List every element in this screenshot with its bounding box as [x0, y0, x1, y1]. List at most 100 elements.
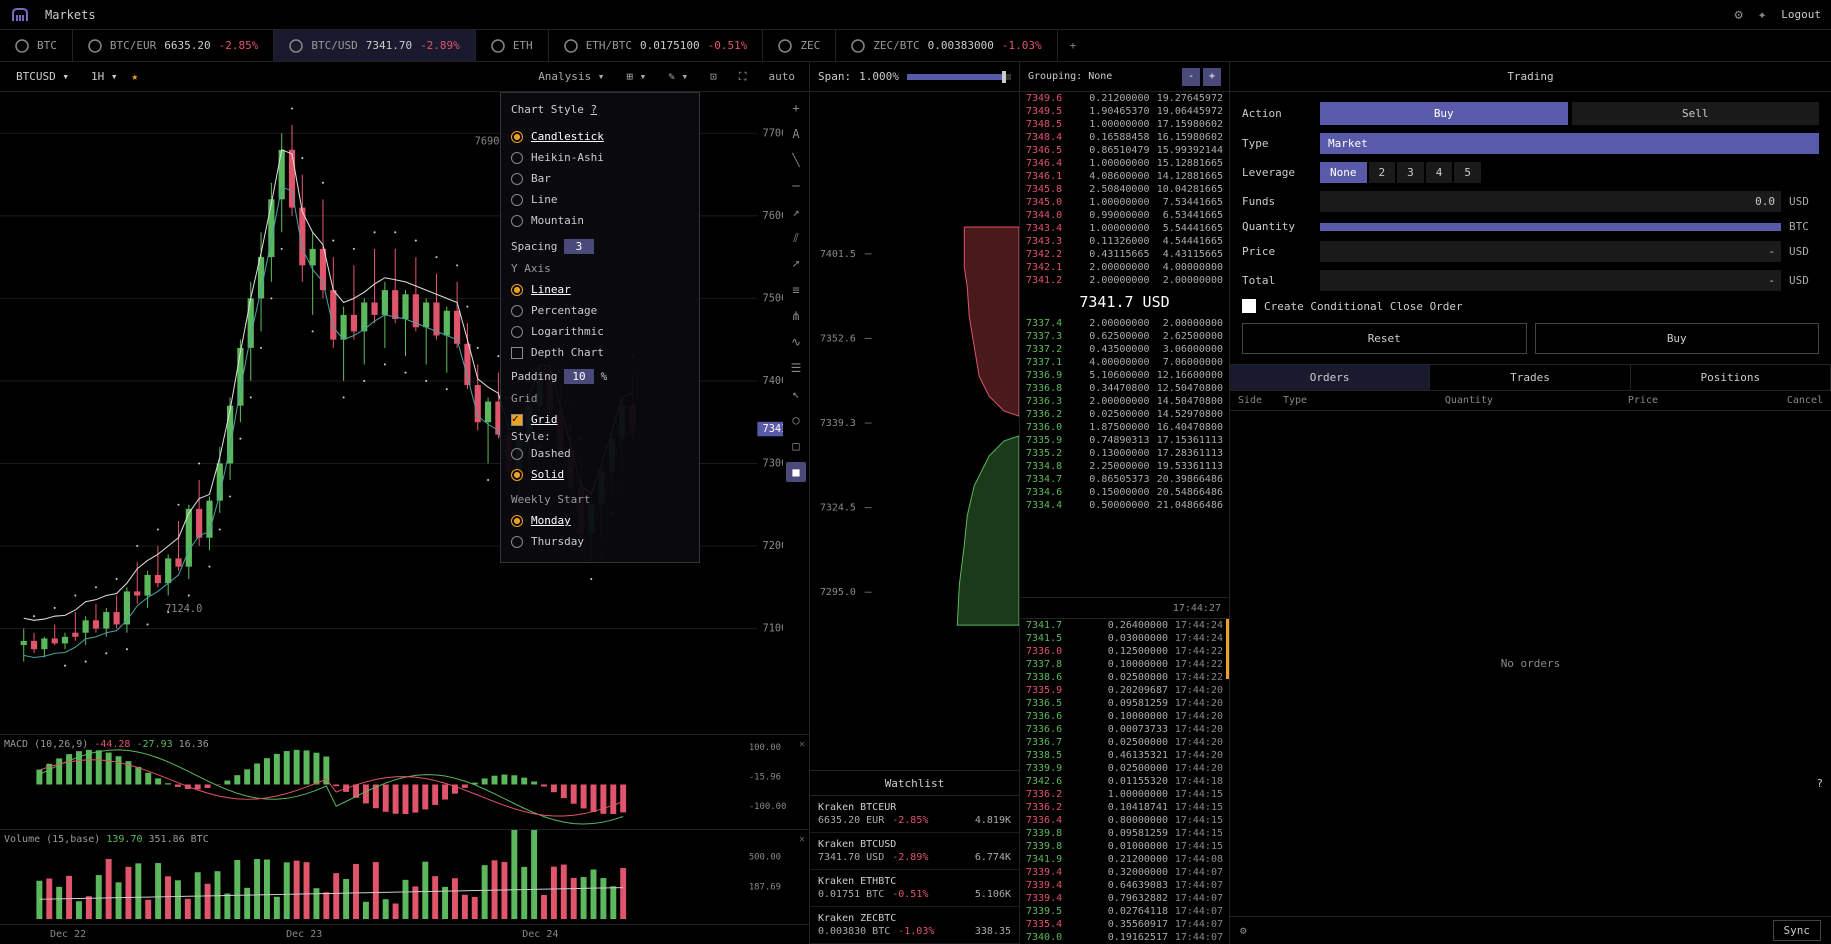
grouping-plus-button[interactable]: +: [1203, 68, 1221, 86]
chart-style-option[interactable]: Mountain: [511, 210, 689, 231]
bid-row[interactable]: 7336.01.8750000016.40470800: [1020, 421, 1229, 434]
bid-row[interactable]: 7335.20.1300000017.28361113: [1020, 447, 1229, 460]
watchlist-item[interactable]: Kraken BTCEUR6635.20 EUR-2.85%4.819K: [810, 796, 1019, 833]
orders-tab[interactable]: Trades: [1430, 365, 1630, 390]
timeframe-selector[interactable]: 1H ▾: [85, 68, 124, 85]
orders-tab[interactable]: Positions: [1631, 365, 1831, 390]
market-tab[interactable]: ZEC: [763, 30, 836, 61]
bid-row[interactable]: 7335.90.7489031317.15361113: [1020, 434, 1229, 447]
tool-plus-icon[interactable]: +: [786, 98, 806, 118]
ask-row[interactable]: 7343.41.000000005.54441665: [1020, 222, 1229, 235]
bottom-settings-icon[interactable]: ⚙: [1240, 924, 1247, 937]
grid-style-option[interactable]: Solid: [511, 464, 689, 485]
bid-row[interactable]: 7334.82.2500000019.53361113: [1020, 460, 1229, 473]
chart-style-option[interactable]: Line: [511, 189, 689, 210]
yaxis-option[interactable]: Percentage: [511, 300, 689, 321]
tool-pointer-icon[interactable]: ↖: [786, 384, 806, 404]
watchlist-item[interactable]: Kraken ZECBTC0.003830 BTC-1.03%338.35: [810, 907, 1019, 944]
order-type-select[interactable]: Market: [1320, 133, 1819, 154]
yaxis-option[interactable]: Linear: [511, 279, 689, 300]
bid-row[interactable]: 7334.60.1500000020.54866486: [1020, 486, 1229, 499]
tool-line-icon[interactable]: ╲: [786, 150, 806, 170]
tool-arrow-icon[interactable]: ➚: [786, 254, 806, 274]
leverage-option[interactable]: 2: [1369, 162, 1396, 183]
ask-row[interactable]: 7342.20.431156654.43115665: [1020, 248, 1229, 261]
market-tab[interactable]: BTC: [0, 30, 73, 61]
ask-row[interactable]: 7345.01.000000007.53441665: [1020, 196, 1229, 209]
tool-fib-icon[interactable]: ≡: [786, 280, 806, 300]
ask-row[interactable]: 7349.51.9046537019.06445972: [1020, 105, 1229, 118]
bid-row[interactable]: 7336.32.0000000014.50470800: [1020, 395, 1229, 408]
market-tab[interactable]: ETH/BTC0.0175100-0.51%: [549, 30, 764, 61]
yaxis-option[interactable]: Logarithmic: [511, 321, 689, 342]
ask-row[interactable]: 7342.12.000000004.00000000: [1020, 261, 1229, 274]
tool-filled-rect-icon[interactable]: ■: [786, 462, 806, 482]
ask-row[interactable]: 7346.50.8651047915.99392144: [1020, 144, 1229, 157]
sell-toggle[interactable]: Sell: [1572, 102, 1820, 125]
leverage-option[interactable]: 3: [1397, 162, 1424, 183]
bid-row[interactable]: 7336.95.1060000012.16600000: [1020, 369, 1229, 382]
padding-input[interactable]: 10: [564, 369, 594, 384]
bid-row[interactable]: 7334.40.5000000021.04866486: [1020, 499, 1229, 512]
tool-wave-icon[interactable]: ∿: [786, 332, 806, 352]
spacing-input[interactable]: 3: [564, 239, 594, 254]
bid-row[interactable]: 7337.42.000000002.00000000: [1020, 317, 1229, 330]
tool-rect-icon[interactable]: □: [786, 436, 806, 456]
market-tab[interactable]: ETH: [476, 30, 549, 61]
pair-selector[interactable]: BTCUSD ▾: [8, 68, 77, 85]
watchlist-item[interactable]: Kraken BTCUSD7341.70 USD-2.89%6.774K: [810, 833, 1019, 870]
buy-toggle[interactable]: Buy: [1320, 102, 1568, 125]
submit-buy-button[interactable]: Buy: [1535, 323, 1820, 354]
tool-text-icon[interactable]: A: [786, 124, 806, 144]
tool-pitchfork-icon[interactable]: ⋔: [786, 306, 806, 326]
market-tab[interactable]: BTC/USD7341.70-2.89%: [274, 30, 475, 61]
ask-row[interactable]: 7345.82.5084000010.04281665: [1020, 183, 1229, 196]
depth-chart[interactable]: 7401.57352.67339.37324.57295.0: [810, 92, 1019, 770]
favorite-star-icon[interactable]: ★: [132, 70, 139, 83]
add-tab-button[interactable]: +: [1058, 30, 1089, 61]
market-tab[interactable]: ZEC/BTC0.00383000-1.03%: [836, 30, 1057, 61]
tool-menu-icon[interactable]: ☰: [786, 358, 806, 378]
snapshot-icon[interactable]: ⊡: [704, 68, 723, 85]
weekly-start-option[interactable]: Thursday: [511, 531, 689, 552]
market-tab[interactable]: BTC/EUR6635.20-2.85%: [73, 30, 274, 61]
ask-row[interactable]: 7348.40.1658845816.15980602: [1020, 131, 1229, 144]
watchlist-item[interactable]: Kraken ETHBTC0.01751 BTC-0.51%5.106K: [810, 870, 1019, 907]
volume-close-icon[interactable]: ✕: [799, 834, 805, 845]
bid-row[interactable]: 7336.20.0250000014.52970800: [1020, 408, 1229, 421]
leverage-option[interactable]: None: [1320, 162, 1367, 183]
leverage-option[interactable]: 5: [1454, 162, 1481, 183]
chart-style-option[interactable]: Heikin-Ashi: [511, 147, 689, 168]
sync-button[interactable]: Sync: [1773, 920, 1822, 941]
cco-row[interactable]: Create Conditional Close Order: [1242, 299, 1819, 313]
grouping-minus-button[interactable]: -: [1182, 68, 1200, 86]
ask-row[interactable]: 7346.14.0860000014.12881665: [1020, 170, 1229, 183]
bid-row[interactable]: 7336.80.3447080012.50470800: [1020, 382, 1229, 395]
depth-chart-toggle[interactable]: Depth Chart: [511, 342, 689, 363]
layout-icon[interactable]: ⊞ ▾: [620, 68, 652, 85]
reset-button[interactable]: Reset: [1242, 323, 1527, 354]
leverage-option[interactable]: 4: [1426, 162, 1453, 183]
grid-style-option[interactable]: Dashed: [511, 443, 689, 464]
tool-hline-icon[interactable]: ─: [786, 176, 806, 196]
ask-row[interactable]: 7343.30.113260004.54441665: [1020, 235, 1229, 248]
ask-row[interactable]: 7349.60.2120000019.27645972: [1020, 92, 1229, 105]
tool-ray-icon[interactable]: ↗: [786, 202, 806, 222]
draw-icon[interactable]: ✎ ▾: [662, 68, 694, 85]
tool-circle-icon[interactable]: ○: [786, 410, 806, 430]
ask-row[interactable]: 7341.22.000000002.00000000: [1020, 274, 1229, 287]
grid-toggle[interactable]: Grid: [511, 409, 689, 430]
ask-row[interactable]: 7346.41.0000000015.12881665: [1020, 157, 1229, 170]
bid-row[interactable]: 7337.20.435000003.06000000: [1020, 343, 1229, 356]
macd-close-icon[interactable]: ✕: [799, 739, 805, 750]
ask-row[interactable]: 7348.51.0000000017.15980602: [1020, 118, 1229, 131]
notifications-icon[interactable]: ✦: [1758, 7, 1766, 23]
bid-row[interactable]: 7337.14.000000007.06000000: [1020, 356, 1229, 369]
cco-checkbox[interactable]: [1242, 299, 1256, 313]
fullscreen-icon[interactable]: ⛶: [733, 68, 753, 86]
bid-row[interactable]: 7334.70.8650537320.39866486: [1020, 473, 1229, 486]
watchlist-help-icon[interactable]: ?: [1816, 777, 1823, 790]
tool-channel-icon[interactable]: ⫽: [786, 228, 806, 248]
scroll-indicator[interactable]: [1226, 619, 1229, 679]
logout-link[interactable]: Logout: [1781, 8, 1821, 21]
